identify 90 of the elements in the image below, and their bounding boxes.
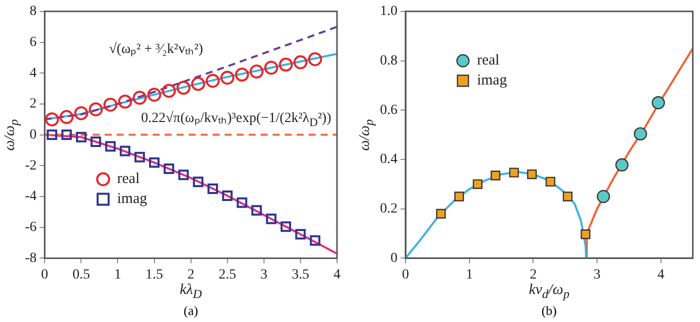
point bbox=[546, 176, 556, 187]
point bbox=[251, 205, 262, 216]
x-tick-label: 2 bbox=[187, 267, 194, 282]
point bbox=[132, 90, 147, 105]
point bbox=[222, 190, 233, 201]
point bbox=[76, 132, 86, 142]
point bbox=[509, 168, 519, 178]
point bbox=[234, 68, 249, 82]
x-tick-label: 2.5 bbox=[218, 267, 236, 282]
x-tick-label: 3 bbox=[594, 267, 601, 282]
point bbox=[580, 229, 590, 240]
legend-label: imag bbox=[117, 191, 148, 208]
legend-label: real bbox=[476, 52, 500, 69]
point bbox=[562, 192, 573, 202]
point bbox=[472, 179, 482, 190]
y-tick-label: 0.4 bbox=[380, 152, 398, 168]
point bbox=[490, 170, 500, 180]
annotation: 0.22√π(ωₚ/kvₜₕ)³exp(−1/(2k²λ$_{D}$²)) bbox=[141, 110, 332, 128]
point bbox=[278, 58, 293, 72]
x-tick-label: 0 bbox=[402, 267, 409, 282]
point bbox=[596, 190, 610, 204]
point bbox=[149, 157, 160, 168]
point bbox=[44, 112, 59, 126]
x-tick-label: 3.5 bbox=[292, 267, 310, 282]
point bbox=[527, 169, 537, 180]
y-tick-label: 4 bbox=[30, 66, 37, 81]
point bbox=[162, 84, 176, 98]
x-tick-label: 1 bbox=[114, 267, 122, 282]
point bbox=[208, 184, 218, 194]
y-tick-label: 1.0 bbox=[380, 4, 398, 20]
point bbox=[652, 96, 665, 110]
y-tick-label: 0 bbox=[390, 250, 398, 266]
point bbox=[308, 52, 322, 66]
y-tick-label: 8 bbox=[30, 4, 37, 20]
y-tick-label: -8 bbox=[24, 250, 37, 266]
x-tick-label: 1 bbox=[466, 267, 473, 282]
x-tick-label: 4 bbox=[657, 267, 664, 282]
text: (a) bbox=[184, 303, 198, 319]
point bbox=[615, 158, 629, 172]
point bbox=[293, 55, 308, 70]
point bbox=[176, 80, 191, 95]
point bbox=[60, 110, 74, 124]
point bbox=[191, 76, 206, 91]
point bbox=[178, 170, 189, 180]
point bbox=[120, 146, 130, 156]
y-tick-label: 0.2 bbox=[380, 202, 398, 217]
text: (b) bbox=[542, 303, 557, 319]
point bbox=[192, 176, 204, 188]
point bbox=[264, 60, 278, 75]
legend-label: real bbox=[117, 171, 140, 188]
x-axis-title: kv$_{d}$/ω$_{p}$ bbox=[528, 282, 570, 302]
x-tick-label: 0 bbox=[41, 267, 48, 282]
point bbox=[61, 130, 72, 140]
y-tick-label: -6 bbox=[24, 220, 37, 236]
point bbox=[164, 163, 174, 174]
point bbox=[436, 208, 446, 219]
y-tick-label: -4 bbox=[24, 189, 37, 204]
point bbox=[634, 127, 648, 140]
point bbox=[134, 152, 145, 162]
point bbox=[454, 192, 464, 202]
x-tick-label: 0.5 bbox=[72, 267, 90, 282]
x-tick-label: 2 bbox=[530, 267, 537, 282]
x-tick-label: 4 bbox=[334, 267, 340, 282]
point bbox=[46, 130, 58, 140]
point bbox=[295, 229, 306, 240]
legend-label: imag bbox=[476, 72, 508, 89]
point bbox=[266, 214, 276, 224]
y-tick-label: 2 bbox=[30, 96, 37, 112]
y-tick-label: 6 bbox=[30, 34, 37, 50]
y-tick-label: 0.6 bbox=[380, 102, 398, 118]
point bbox=[105, 141, 116, 152]
y-tick-label: 0 bbox=[30, 127, 37, 142]
point bbox=[147, 88, 162, 102]
point bbox=[118, 94, 132, 109]
x-axis-title: kλ$_{D}$ bbox=[180, 282, 202, 302]
point bbox=[220, 70, 234, 85]
point bbox=[88, 102, 103, 116]
y-tick-label: 0.8 bbox=[380, 53, 398, 68]
point bbox=[236, 197, 248, 208]
point bbox=[280, 221, 292, 232]
point bbox=[206, 74, 220, 88]
point bbox=[103, 98, 118, 112]
point bbox=[90, 136, 102, 147]
annotation: √(ωₚ² + ³⁄₂k²vₜₕ²) bbox=[108, 40, 204, 58]
y-tick-label: -2 bbox=[24, 158, 37, 174]
point bbox=[310, 235, 320, 246]
x-tick-label: 1.5 bbox=[146, 267, 164, 282]
x-tick-label: 3 bbox=[260, 267, 268, 282]
point bbox=[250, 64, 264, 79]
point bbox=[74, 106, 88, 120]
